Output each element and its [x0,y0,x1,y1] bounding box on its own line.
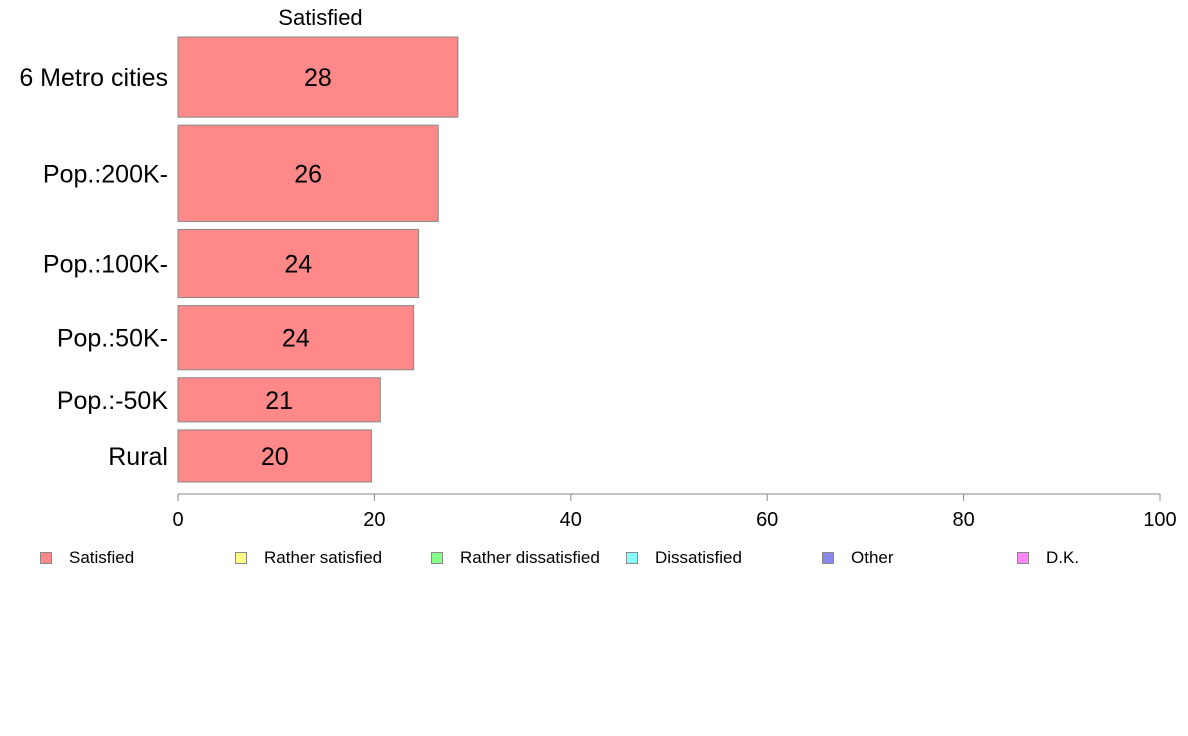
category-label: Rural [108,443,168,471]
legend-item-satisfied: Satisfied [40,546,134,570]
bar-satisfied [177,228,420,299]
legend-swatch-other [822,552,834,564]
category-label: Pop.:50K- [57,325,168,353]
legend-label: Dissatisfied [655,548,742,567]
legend-label: Rather dissatisfied [460,548,600,567]
bar-satisfied [177,305,415,371]
category-label: 6 Metro cities [19,64,168,92]
legend-swatch-dissatisfied [626,552,638,564]
legend-item-rather-satisfied: Rather satisfied [235,546,382,570]
bar-value-label: 21 [265,387,293,415]
x-tick-label: 20 [363,509,385,531]
bar-value-label: 26 [294,160,322,188]
legend-label: Other [851,548,894,567]
bar-value-label: 20 [261,443,289,471]
x-tick-label: 80 [952,509,974,531]
legend-item-other: Other [822,546,894,570]
x-tick-label: 60 [756,509,778,531]
bar-value-label: 24 [282,325,310,353]
category-label: Pop.:100K- [43,251,168,279]
legend-swatch-rather-satisfied [235,552,247,564]
legend: Satisfied Rather satisfied Rather dissat… [0,546,1188,570]
bar-value-label: 24 [284,251,312,279]
legend-label: Satisfied [69,548,135,567]
legend-label: Rather satisfied [264,548,383,567]
legend-item-dissatisfied: Dissatisfied [626,546,742,570]
x-tick-label: 100 [1143,509,1176,531]
bar-satisfied [177,124,439,222]
x-tick-label: 0 [172,509,183,531]
legend-swatch-dk [1017,552,1029,564]
legend-swatch-rather-dissatisfied [431,552,443,564]
bar-satisfied [177,36,459,118]
bar-satisfied [177,429,372,483]
category-label: Pop.:200K- [43,160,168,188]
panel-title: Satisfied [278,5,362,30]
legend-item-dk: D.K. [1017,546,1079,570]
legend-swatch-satisfied [40,552,52,564]
legend-item-rather-dissatisfied: Rather dissatisfied [431,546,600,570]
x-tick-label: 40 [560,509,582,531]
category-label: Pop.:-50K [57,387,169,415]
bar-value-label: 28 [304,64,332,92]
legend-label: D.K. [1046,548,1080,567]
bar-satisfied [177,377,381,423]
